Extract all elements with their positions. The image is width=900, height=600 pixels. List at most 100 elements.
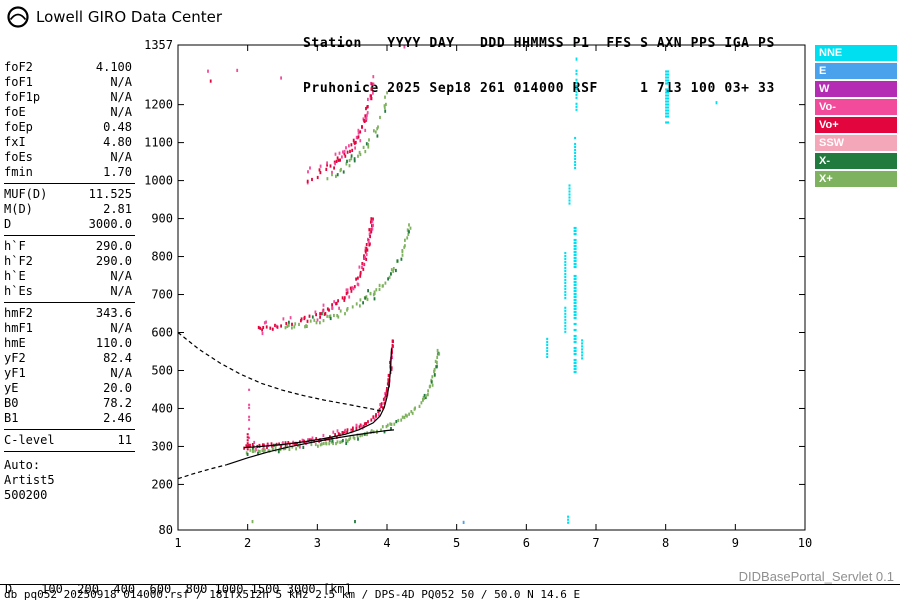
- param-value: 2.81: [103, 202, 132, 216]
- param-label: D: [4, 217, 12, 231]
- servlet-version: DIDBasePortal_Servlet 0.1: [738, 569, 894, 584]
- param-row-foep: foEp 0.48: [4, 120, 132, 135]
- param-row-hmf1: hmF1 N/A: [4, 321, 132, 336]
- param-row-hf2: h`F2 290.0: [4, 254, 132, 269]
- param-value: 82.4: [103, 351, 132, 365]
- param-row-yf1: yF1 N/A: [4, 366, 132, 381]
- param-separator: [4, 429, 135, 430]
- rfi-lines: [246, 69, 670, 524]
- param-label: foF1: [4, 75, 33, 89]
- param-value: N/A: [110, 75, 132, 89]
- legend-item-nne: NNE: [815, 45, 897, 61]
- param-label: hmF2: [4, 306, 33, 320]
- legend-label: Vo+: [819, 119, 839, 131]
- legend-item-e: E: [815, 63, 897, 79]
- echo-type-legend: NNE E W Vo- Vo+ SSW X- X+: [815, 45, 897, 189]
- param-row-mufd: MUF(D) 11.525: [4, 187, 132, 202]
- legend-item-w: W: [815, 81, 897, 97]
- param-value: 1.70: [103, 165, 132, 179]
- param-value: 110.0: [95, 336, 132, 350]
- svg-text:8: 8: [662, 536, 669, 550]
- param-value: 11.525: [88, 187, 132, 201]
- param-row-ye: yE 20.0: [4, 381, 132, 396]
- param-label: fxI: [4, 135, 26, 149]
- svg-text:700: 700: [151, 288, 173, 302]
- dmuf-table: D 100 200 400 600 800 1000 1500 3000 [km…: [5, 556, 359, 600]
- legend-label: X-: [819, 155, 830, 167]
- param-label: foEs: [4, 150, 33, 164]
- svg-text:200: 200: [151, 477, 173, 491]
- param-label: B0: [4, 396, 19, 410]
- param-row-md: M(D) 2.81: [4, 202, 132, 217]
- param-value: 343.6: [95, 306, 132, 320]
- param-value: 4.100: [95, 60, 132, 74]
- svg-text:600: 600: [151, 326, 173, 340]
- param-row-b1: B1 2.46: [4, 411, 132, 426]
- legend-item-ssw: SSW: [815, 135, 897, 151]
- param-row-foe: foE N/A: [4, 105, 132, 120]
- svg-text:2: 2: [244, 536, 251, 550]
- param-row-hf: h`F 290.0: [4, 239, 132, 254]
- svg-text:80: 80: [159, 523, 173, 537]
- svg-text:6: 6: [523, 536, 530, 550]
- param-separator: [4, 302, 135, 303]
- svg-text:1100: 1100: [144, 136, 173, 150]
- legend-label: NNE: [819, 47, 843, 59]
- legend-label: Vo-: [819, 101, 836, 113]
- param-label: h`F: [4, 239, 26, 253]
- param-row-he: h`E N/A: [4, 269, 132, 284]
- giro-logo-icon: [7, 6, 29, 28]
- echo-traces: [207, 45, 718, 524]
- parameter-panel: foF2 4.100 foF1 N/A foF1p N/A foE N/A foEp 0.48 fx…: [4, 60, 135, 503]
- legend-label: X+: [819, 173, 833, 185]
- dashed-sub-fmin: [177, 464, 227, 480]
- param-value: N/A: [110, 284, 132, 298]
- param-row-hmf2: hmF2 343.6: [4, 306, 132, 321]
- param-value: N/A: [110, 269, 132, 283]
- legend-label: W: [819, 83, 830, 95]
- param-row-fof1p: foF1p N/A: [4, 90, 132, 105]
- param-label: hmF1: [4, 321, 33, 335]
- param-value: 2.46: [103, 411, 132, 425]
- auto-label: Auto:: [4, 458, 41, 472]
- param-separator: [4, 183, 135, 184]
- param-value: 4.80: [103, 135, 132, 149]
- svg-text:900: 900: [151, 212, 173, 226]
- plot-frame: [177, 44, 806, 531]
- legend-item-x: X-: [815, 153, 897, 169]
- param-value: N/A: [110, 150, 132, 164]
- param-value: 0.48: [103, 120, 132, 134]
- svg-text:5: 5: [453, 536, 460, 550]
- param-value: N/A: [110, 321, 132, 335]
- axes: 1 2 3 4 5 6 7 8 9 10 80 200 300 400 500 600 700 800 900 100…: [144, 38, 812, 550]
- brand-title: Lowell GIRO Data Center: [36, 8, 222, 26]
- param-value: N/A: [110, 90, 132, 104]
- svg-text:1: 1: [174, 536, 181, 550]
- legend-item-vo: Vo+: [815, 117, 897, 133]
- param-value: 290.0: [95, 239, 132, 253]
- measurement-info: db pq052 20250918 014000.rsf / 181fx512h…: [4, 588, 581, 600]
- param-label: h`Es: [4, 284, 33, 298]
- profile-curves: [177, 332, 395, 480]
- svg-text:9: 9: [732, 536, 739, 550]
- param-label: h`F2: [4, 254, 33, 268]
- param-row-b0: B0 78.2: [4, 396, 132, 411]
- svg-text:800: 800: [151, 250, 173, 264]
- legend-item-x: X+: [815, 171, 897, 187]
- param-label: foEp: [4, 120, 33, 134]
- svg-text:1357: 1357: [144, 38, 173, 52]
- svg-text:4: 4: [383, 536, 390, 550]
- param-value: 3000.0: [88, 217, 132, 231]
- param-label: yF1: [4, 366, 26, 380]
- param-label: yE: [4, 381, 19, 395]
- param-label: fmin: [4, 165, 33, 179]
- svg-text:1000: 1000: [144, 174, 173, 188]
- param-label: foF2: [4, 60, 33, 74]
- param-row-clevel: C-level 11: [4, 433, 132, 448]
- param-label: yF2: [4, 351, 26, 365]
- footer-divider: [0, 584, 900, 585]
- param-label: C-level: [4, 433, 55, 447]
- station-values-row: Pruhonice 2025 Sep18 261 014000 RSF 1 71…: [303, 81, 775, 96]
